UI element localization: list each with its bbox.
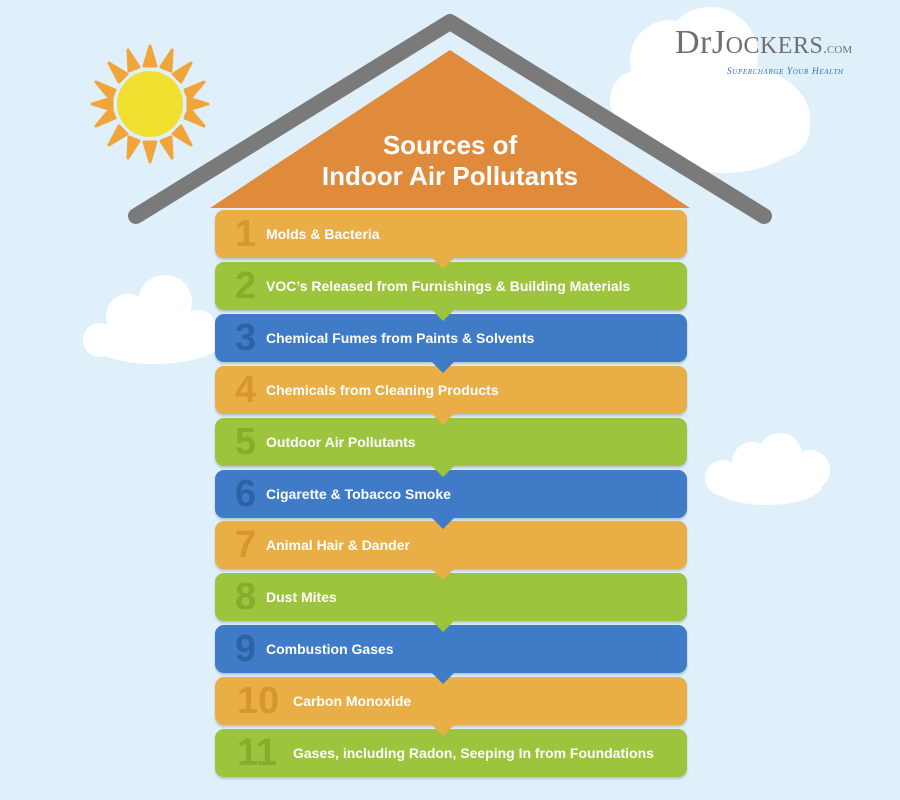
pointer-arrow-icon — [431, 308, 455, 321]
title-line-1: Sources of — [382, 130, 518, 160]
item-label: Gases, including Radon, Seeping In from … — [293, 745, 654, 761]
item-label: Combustion Gases — [266, 641, 394, 658]
pointer-arrow-icon — [431, 516, 455, 529]
item-number: 11 — [237, 732, 278, 774]
item-label: Animal Hair & Dander — [266, 537, 410, 554]
cloud-right — [705, 433, 830, 505]
item-number: 9 — [235, 628, 257, 671]
brand-name-part2: ockers — [725, 24, 824, 61]
brand-name-part1: DrJ — [675, 24, 726, 61]
item-number: 6 — [235, 472, 257, 515]
infographic-title: Sources of Indoor Air Pollutants — [290, 130, 610, 192]
pointer-arrow-icon — [431, 568, 455, 581]
pointer-arrow-icon — [431, 360, 455, 373]
title-line-2: Indoor Air Pollutants — [321, 161, 579, 191]
item-number: 5 — [235, 420, 257, 463]
item-number: 3 — [235, 316, 257, 359]
cloud-left — [83, 275, 220, 364]
pointer-arrow-icon — [431, 724, 455, 737]
item-number: 8 — [235, 576, 257, 619]
list-item: 6 Cigarette & Tobacco Smoke — [215, 469, 687, 529]
item-label: VOC’s Released from Furnishings & Buildi… — [266, 277, 631, 294]
sun-icon — [90, 44, 210, 164]
brand-logo: DrJockers.com Supercharge Your Health — [675, 26, 875, 78]
item-label: Carbon Monoxide — [293, 693, 412, 710]
list-item: 4 Chemicals from Cleaning Products — [215, 365, 687, 425]
item-label: Chemicals from Cleaning Products — [266, 381, 499, 398]
item-number: 1 — [235, 213, 257, 255]
brand-tagline: Supercharge Your Health — [727, 67, 844, 77]
list-item: 9 Combustion Gases — [215, 625, 687, 685]
list-item: 10 Carbon Monoxide — [215, 677, 687, 737]
list-item: 11 Gases, including Radon, Seeping In fro… — [215, 729, 687, 777]
pointer-arrow-icon — [431, 672, 455, 685]
item-number: 2 — [235, 264, 257, 307]
list-item: 8 Dust Mites — [215, 573, 687, 633]
list-item: 7 Animal Hair & Dander — [215, 521, 687, 581]
item-label: Molds & Bacteria — [266, 226, 380, 242]
pointer-arrow-icon — [431, 257, 455, 269]
brand-domain: .com — [823, 41, 853, 57]
item-label: Dust Mites — [266, 589, 337, 606]
list-item: 3 Chemical Fumes from Paints & Solvents — [215, 313, 687, 373]
item-number: 10 — [237, 680, 280, 723]
house-roof — [128, 14, 772, 224]
item-label: Chemical Fumes from Paints & Solvents — [266, 329, 535, 346]
pointer-arrow-icon — [431, 464, 455, 477]
list-item: 1 Molds & Bacteria — [215, 210, 687, 269]
pointer-arrow-icon — [431, 620, 455, 633]
brand-name: DrJockers.com — [675, 26, 875, 66]
item-number: 4 — [235, 368, 257, 411]
cloud-top-right — [610, 7, 810, 173]
item-label: Outdoor Air Pollutants — [266, 433, 416, 450]
item-label: Cigarette & Tobacco Smoke — [266, 485, 451, 502]
list-item: 2 VOC’s Released from Furnishings & Build… — [215, 261, 687, 321]
list-item: 5 Outdoor Air Pollutants — [215, 417, 687, 477]
pointer-arrow-icon — [431, 412, 455, 425]
item-number: 7 — [235, 524, 257, 567]
